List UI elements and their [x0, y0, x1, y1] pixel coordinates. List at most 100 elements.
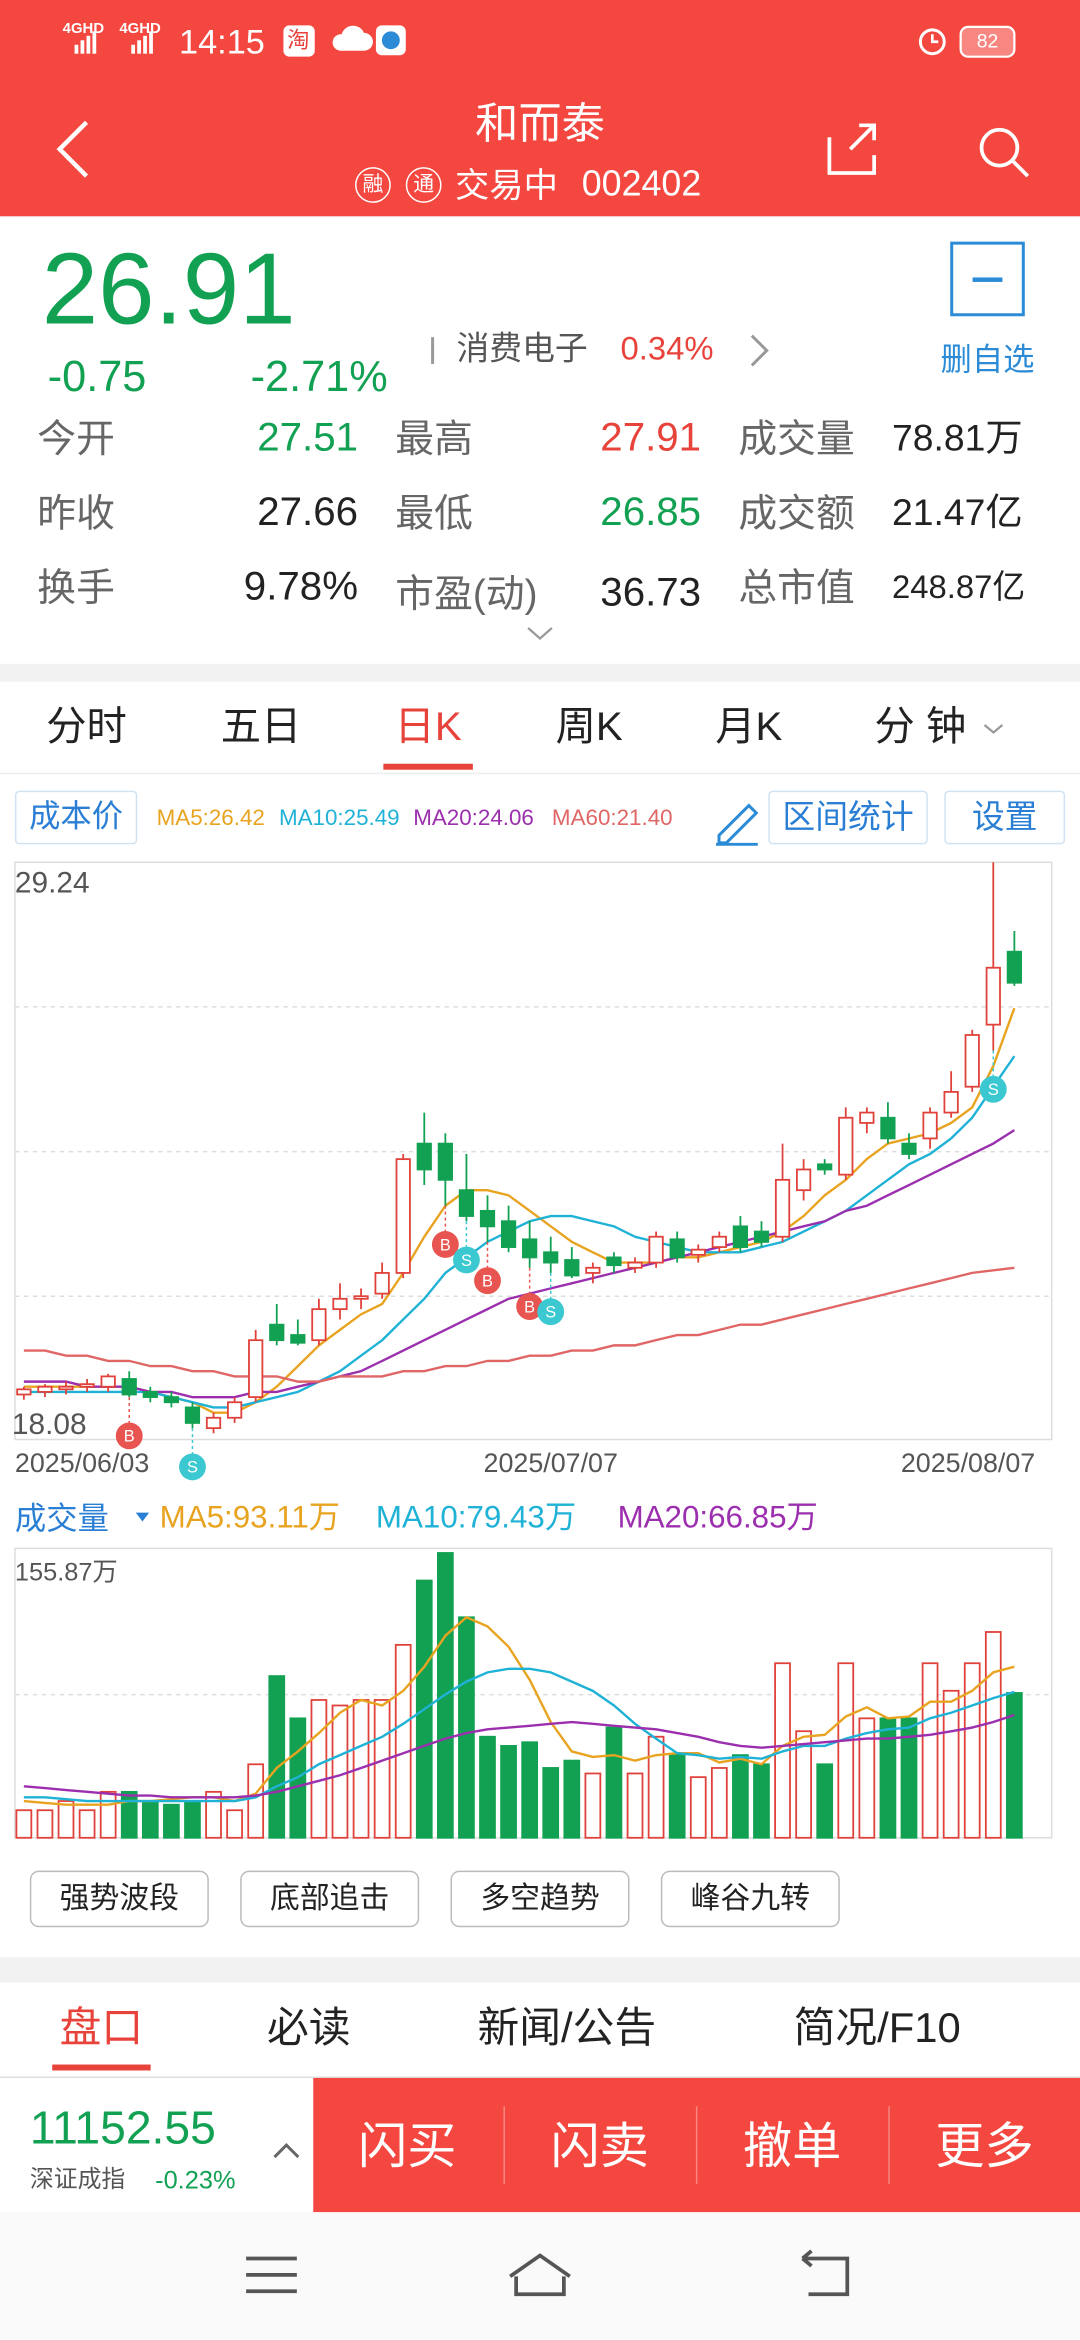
watchlist-button[interactable]	[950, 241, 1025, 317]
stat-value: 27.51	[257, 414, 359, 460]
indicator-button[interactable]	[29, 1870, 209, 1928]
candle-body	[543, 1251, 559, 1264]
volume-tick-label: 155.87万	[15, 1558, 118, 1586]
action-button[interactable]: 闪卖	[550, 2118, 649, 2174]
notification-icon	[283, 25, 315, 57]
stat-label: 换手	[37, 565, 115, 610]
battery-level: 82	[976, 29, 999, 53]
tool-button-label: 区间统计	[782, 797, 914, 835]
candle-body	[985, 966, 1001, 1026]
period-tab[interactable]: 日K	[394, 704, 462, 749]
candle-body	[1006, 950, 1022, 984]
network-label: 4GHD	[119, 20, 161, 38]
notification-icon-label: 淘	[287, 27, 310, 53]
volume-bar	[331, 1704, 349, 1839]
action-button[interactable]: 更多	[935, 2118, 1034, 2174]
search-button[interactable]	[979, 127, 1020, 168]
indicator-button[interactable]	[450, 1870, 630, 1928]
candle-body	[16, 1388, 32, 1396]
candle-body	[227, 1401, 243, 1419]
watchlist-label[interactable]: 删自选	[940, 343, 1035, 378]
sector-chevron[interactable]	[750, 334, 769, 367]
candle-body	[332, 1297, 348, 1311]
candle-body	[163, 1396, 179, 1404]
candle-body	[37, 1385, 53, 1393]
volume-bar	[984, 1631, 1002, 1839]
candle-body	[184, 1406, 201, 1424]
candle-body	[437, 1142, 453, 1181]
period-tab[interactable]: 月K	[715, 704, 783, 749]
stock-name: 和而泰	[475, 100, 605, 149]
stat-value: 78.81万	[892, 416, 1023, 459]
indicator-button[interactable]	[660, 1870, 840, 1928]
volume-title[interactable]: 成交量	[14, 1502, 109, 1537]
x-date-label: 2025/08/07	[901, 1448, 1035, 1478]
search-handle	[1011, 159, 1030, 178]
bottom-tab[interactable]: 必读	[267, 2005, 351, 2052]
candle-body	[922, 1111, 938, 1140]
stat-value: 27.91	[600, 414, 702, 460]
period-tab[interactable]: 五日	[220, 704, 302, 749]
back-button[interactable]	[56, 120, 89, 178]
cost-button[interactable]	[14, 790, 138, 845]
volume-bar	[837, 1662, 855, 1839]
candle-body	[500, 1220, 517, 1248]
signal-marker	[979, 1075, 1007, 1103]
candle-body	[711, 1235, 727, 1248]
action-dividers	[503, 2106, 890, 2184]
tool-button[interactable]	[944, 790, 1066, 845]
share-button[interactable]	[827, 123, 877, 175]
volume-bar	[500, 1745, 517, 1839]
battery	[959, 25, 1016, 58]
candle-body	[269, 1323, 285, 1342]
candle-body	[838, 1116, 854, 1176]
tool-button-label: 设置	[971, 797, 1038, 835]
volume-bar	[921, 1662, 939, 1839]
index-value: 11152.55	[29, 2102, 216, 2155]
period-tab[interactable]: 周K	[555, 704, 623, 749]
signal-marker	[516, 1293, 544, 1320]
period-tab[interactable]: 分时	[46, 704, 127, 749]
ma-legend: MA10:25.49	[278, 804, 400, 831]
candle-body	[374, 1272, 390, 1295]
bottom-tab[interactable]: 新闻/公告	[477, 2005, 657, 2052]
alarm-icon	[918, 28, 946, 56]
bottom-tab[interactable]: 简况/F10	[793, 2005, 961, 2052]
stat-label: 最高	[395, 415, 473, 461]
tool-button[interactable]	[768, 790, 928, 845]
candle-body	[205, 1416, 222, 1430]
volume-bar	[373, 1699, 391, 1839]
stat-label: 市盈(动)	[395, 571, 538, 616]
stat-label: 总市值	[738, 565, 855, 610]
clock: 14:15	[179, 22, 265, 61]
volume-bar	[668, 1754, 686, 1839]
expand-chevron[interactable]	[527, 627, 553, 640]
signal-marker	[179, 1453, 206, 1481]
volume-ma-legend: MA5:93.11万	[159, 1501, 341, 1536]
period-tab[interactable]: 分 钟	[874, 704, 967, 749]
expand-index[interactable]	[273, 2142, 300, 2159]
stat-value: 27.66	[257, 489, 359, 535]
signal-marker	[537, 1298, 565, 1326]
candle-body	[142, 1391, 158, 1398]
stat-label: 成交量	[738, 415, 855, 461]
ma-legend: MA5:26.42	[156, 804, 265, 831]
action-button[interactable]: 闪买	[358, 2118, 457, 2174]
bottom-tab[interactable]: 盘口	[59, 2005, 144, 2052]
volume-bar	[710, 1767, 728, 1839]
indicator-button[interactable]	[240, 1870, 420, 1928]
draw-tool[interactable]	[716, 803, 759, 846]
indicator-label: 多空趋势	[480, 1882, 600, 1916]
action-bar	[313, 2077, 1080, 2213]
candle-body	[290, 1334, 306, 1344]
sector[interactable]: 消费电子	[456, 329, 588, 367]
volume-bar	[141, 1800, 159, 1839]
action-button[interactable]: 撤单	[742, 2118, 842, 2174]
sector-change: 0.34%	[620, 329, 714, 367]
stat-label: 昨收	[37, 490, 115, 536]
candle-body	[753, 1230, 770, 1243]
ma-line	[23, 1007, 1016, 1414]
nav-icons[interactable]	[246, 2249, 850, 2297]
